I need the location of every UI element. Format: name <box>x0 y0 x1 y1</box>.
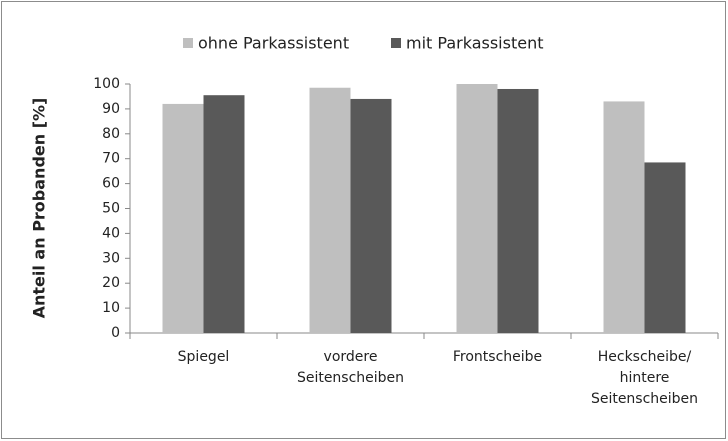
legend-label: ohne Parkassistent <box>198 34 349 53</box>
legend-swatch <box>391 38 401 48</box>
y-tick-label: 40 <box>102 225 120 241</box>
y-axis-title: Anteil an Probanden [%] <box>30 98 49 319</box>
bar <box>309 87 351 333</box>
y-tick-label: 60 <box>102 176 120 192</box>
x-tick-label: vordere Seitenscheiben <box>297 349 404 386</box>
y-tick-label: 30 <box>102 250 120 266</box>
bar <box>456 84 498 333</box>
bar <box>350 98 392 333</box>
y-tick-label: 80 <box>102 126 120 142</box>
x-tick-label: Heckscheibe/hintere Seitenscheiben <box>591 349 698 407</box>
legend-label: mit Parkassistent <box>406 34 543 53</box>
bar <box>644 162 686 333</box>
y-tick-label: 70 <box>102 151 120 167</box>
bar <box>497 88 539 333</box>
bar <box>162 103 204 333</box>
y-tick-label: 10 <box>102 300 120 316</box>
y-tick-label: 20 <box>102 275 120 291</box>
y-tick-label: 50 <box>102 201 120 217</box>
y-tick-label: 0 <box>111 325 120 341</box>
y-tick-label: 90 <box>102 101 120 117</box>
bar <box>203 95 245 333</box>
y-tick-label: 100 <box>93 76 120 92</box>
legend-swatch <box>183 38 193 48</box>
x-tick-label: Spiegel <box>178 349 230 365</box>
bar <box>603 101 645 334</box>
x-tick-label: Frontscheibe <box>453 349 542 365</box>
